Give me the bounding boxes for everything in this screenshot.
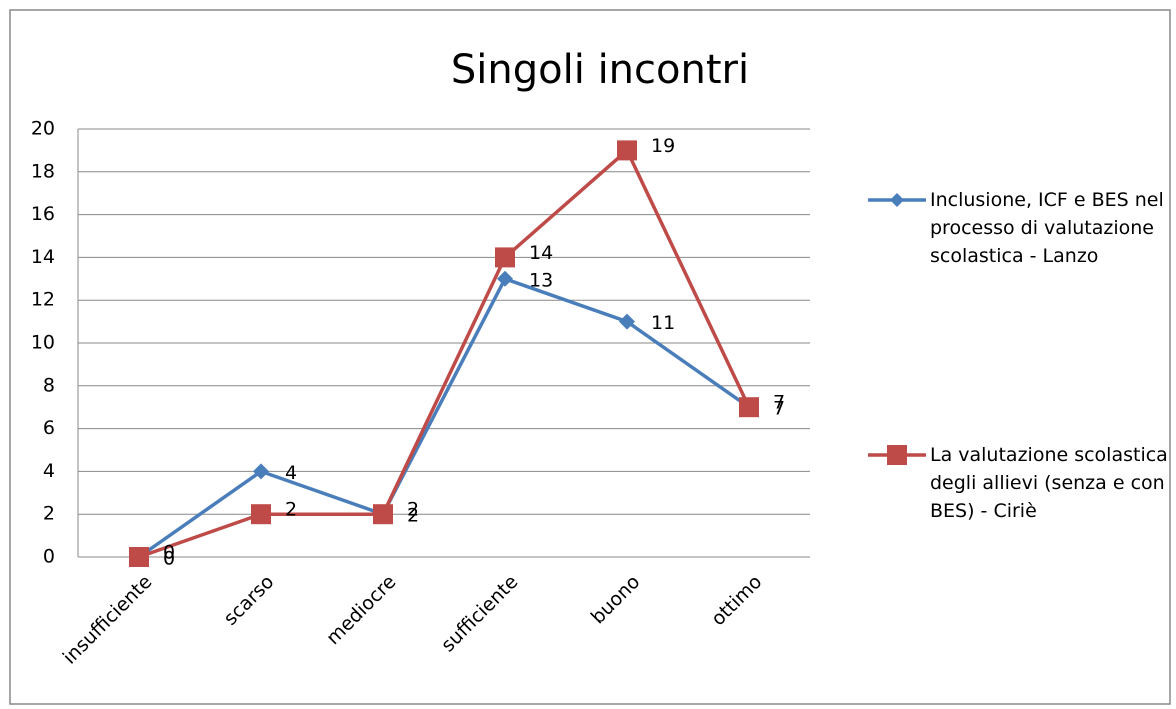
marker: [739, 397, 759, 418]
x-tick-label: scarso: [220, 571, 279, 630]
marker: [373, 504, 393, 525]
legend-marker: [887, 445, 907, 465]
marker: [497, 270, 513, 287]
y-tick-label: 16: [31, 203, 55, 225]
data-label: 4: [285, 462, 297, 484]
data-label: 7: [773, 392, 785, 414]
x-tick-label: buono: [587, 571, 645, 629]
x-tick-label: mediocre: [322, 571, 400, 649]
y-tick-label: 18: [31, 160, 55, 182]
series-line: [137, 276, 751, 559]
data-label: 13: [529, 269, 553, 291]
marker: [495, 247, 515, 268]
data-label: 2: [407, 499, 419, 521]
marker: [619, 313, 635, 330]
data-label: 0: [163, 548, 175, 570]
y-tick-label: 8: [43, 374, 55, 396]
y-tick-label: 6: [43, 417, 55, 439]
data-label: 11: [651, 312, 675, 334]
marker: [129, 547, 149, 567]
y-tick-label: 4: [43, 460, 55, 482]
chart-title: Singoli incontri: [451, 47, 749, 93]
x-tick-label: insufficiente: [59, 571, 157, 669]
data-label: 0: [163, 542, 175, 564]
y-tick-label: 20: [31, 118, 55, 140]
series-line: [138, 147, 751, 559]
y-tick-label: 0: [43, 546, 55, 568]
data-label: 2: [285, 499, 297, 521]
data-label: 19: [651, 135, 675, 157]
y-tick-label: 12: [31, 289, 55, 311]
marker: [617, 140, 637, 161]
x-tick-label: sufficiente: [437, 571, 522, 656]
y-tick-label: 10: [31, 332, 55, 354]
marker: [253, 463, 269, 480]
x-tick-label: ottimo: [707, 571, 766, 630]
marker: [251, 504, 271, 525]
y-tick-label: 2: [43, 503, 55, 525]
legend-label: Inclusione, ICF e BES nel processo di va…: [930, 189, 1164, 267]
chart-border: [9, 9, 1171, 705]
legend-marker: [890, 193, 904, 207]
data-label: 7: [773, 398, 785, 420]
data-label: 14: [529, 242, 553, 264]
data-label: 2: [407, 505, 419, 527]
legend-label: La valutazione scolastica degli allievi …: [930, 444, 1168, 522]
y-tick-label: 14: [31, 246, 55, 268]
